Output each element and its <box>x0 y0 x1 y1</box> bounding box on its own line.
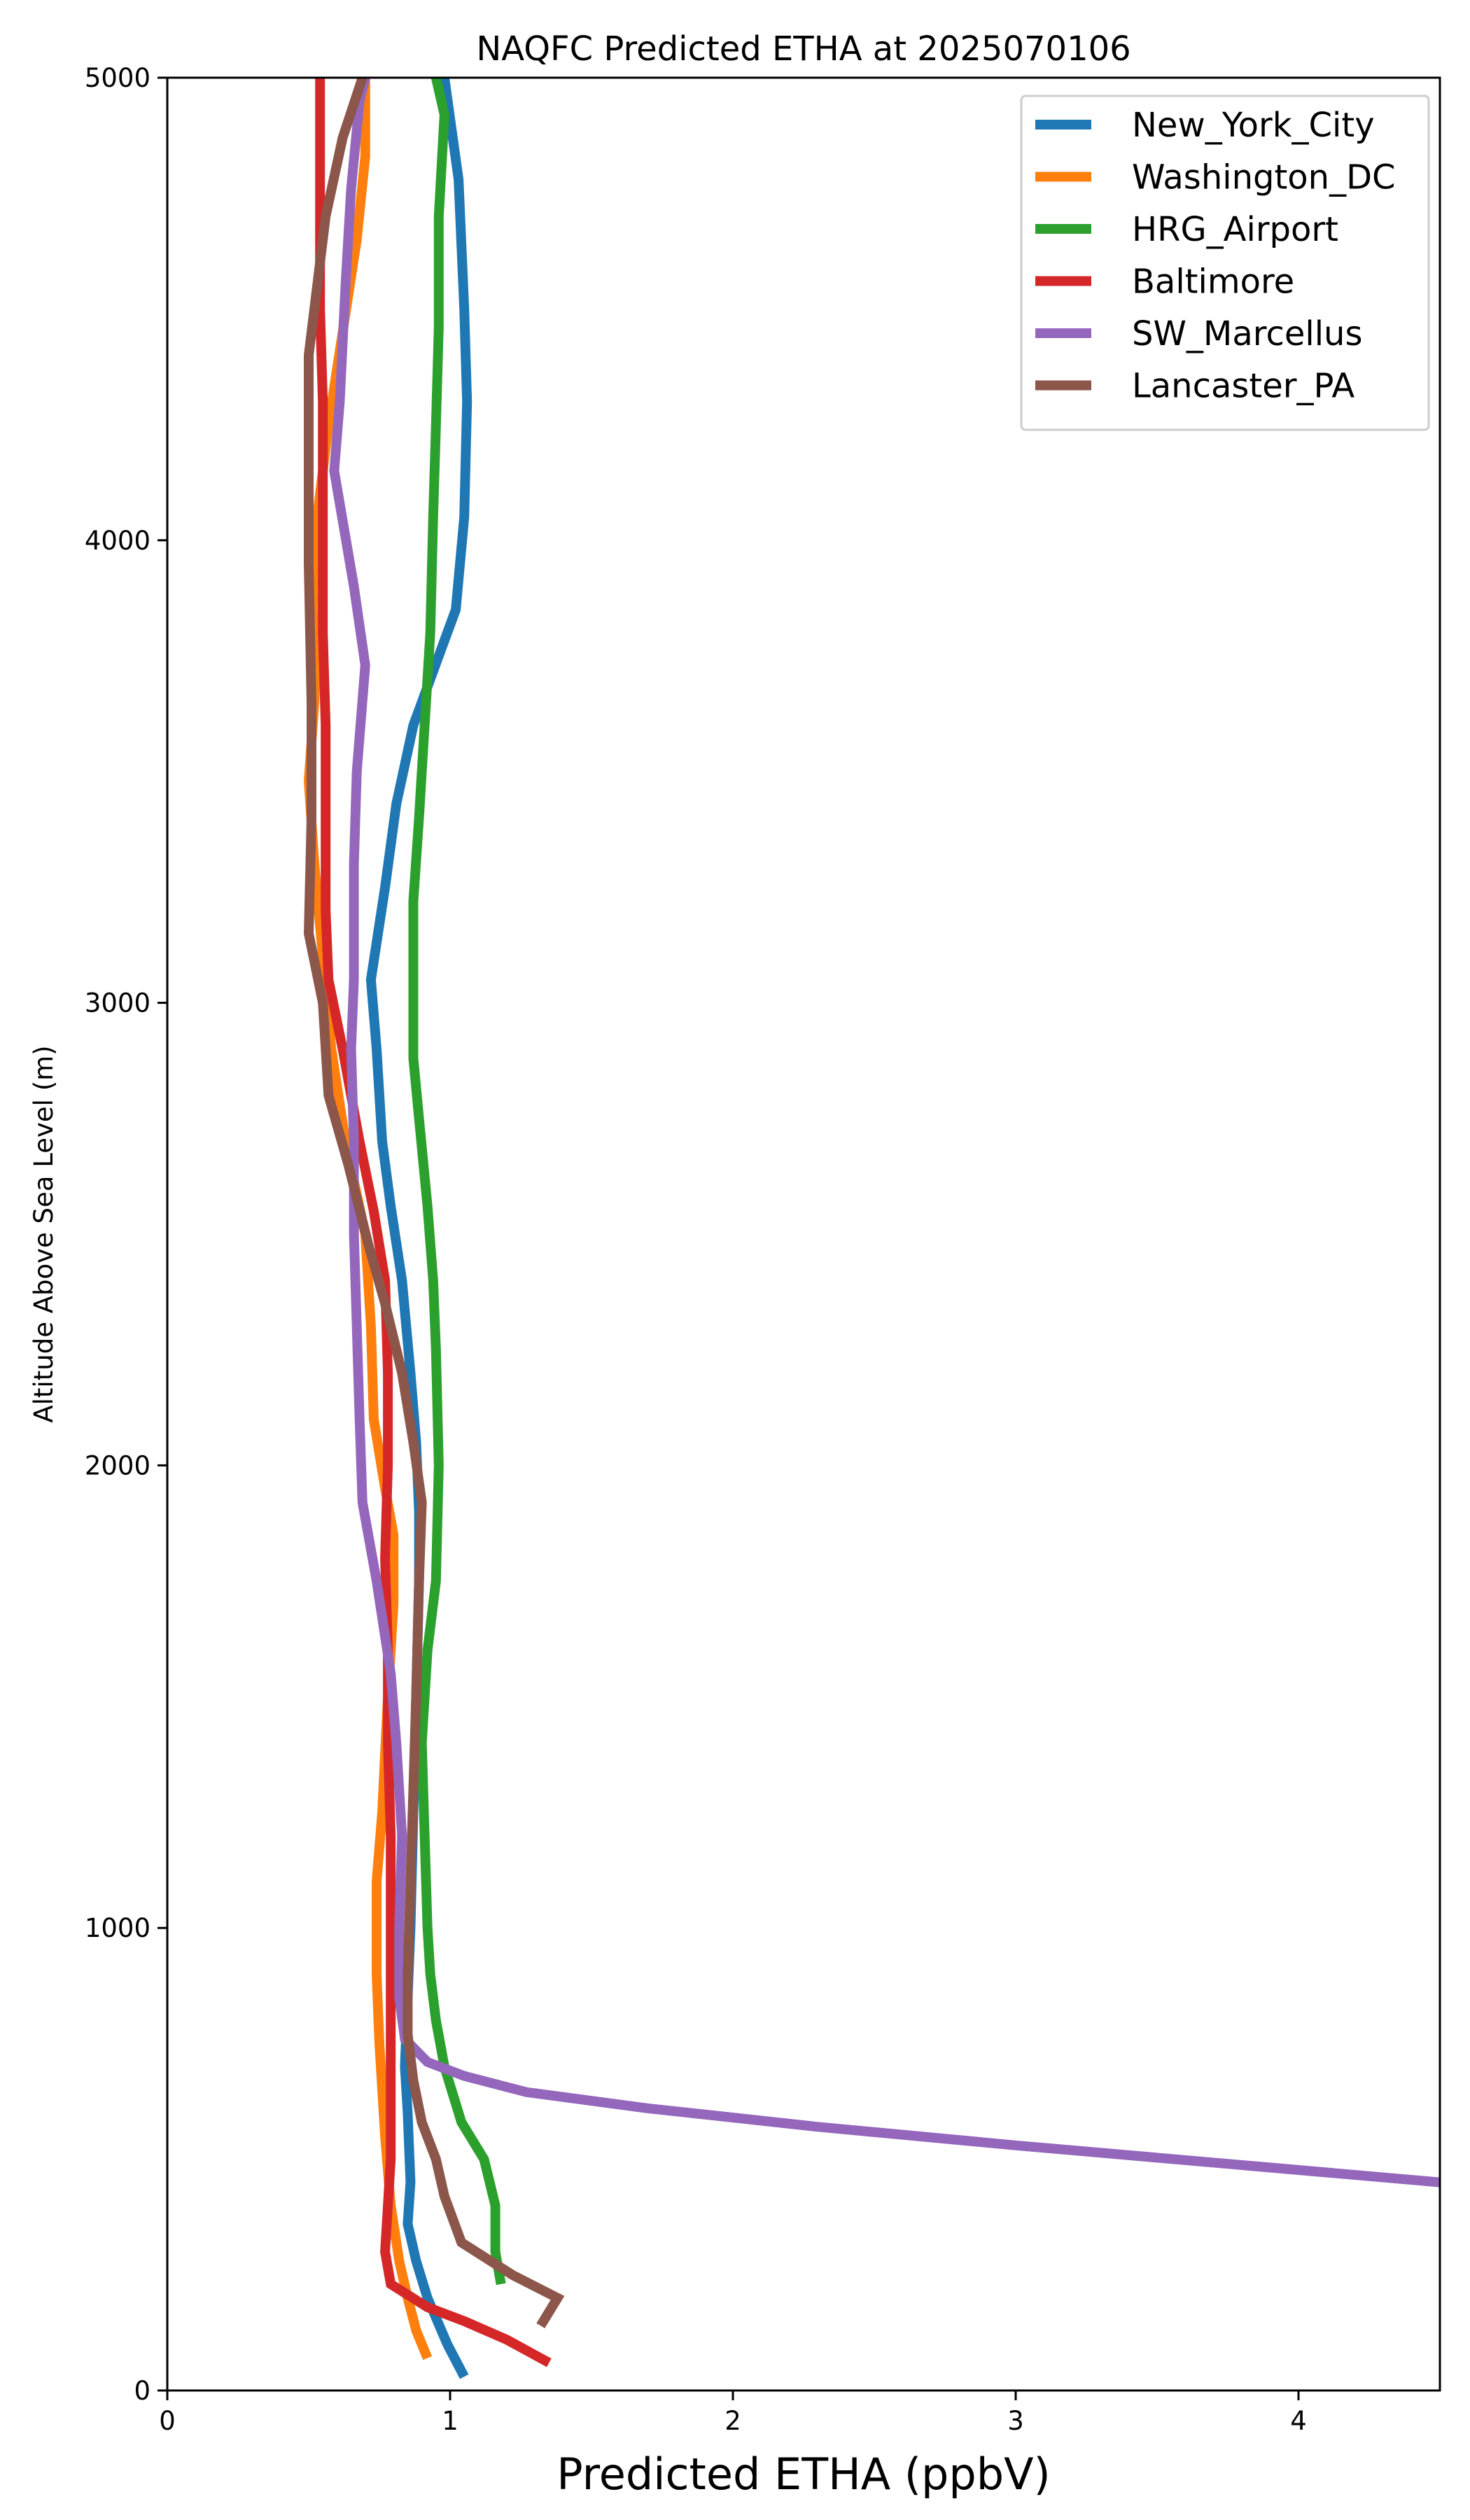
legend-label: Washington_DC <box>1132 158 1396 197</box>
series-line-baltimore <box>315 78 552 2367</box>
chart-title: NAQFC Predicted ETHA at 2025070106 <box>476 29 1130 69</box>
series-line-new-york-city <box>365 78 472 2379</box>
x-tick-label: 4 <box>1290 2406 1307 2436</box>
x-axis-label: Predicted ETHA (ppbV) <box>556 2449 1050 2500</box>
legend: New_York_City Washington_DC HRG_Airport Bal… <box>1020 94 1430 431</box>
y-tick-label: 2000 <box>85 1450 150 1480</box>
x-tick-label: 0 <box>159 2406 176 2436</box>
series-layer <box>303 78 1440 2379</box>
legend-label: New_York_City <box>1132 106 1375 145</box>
legend-label: Baltimore <box>1132 262 1294 302</box>
legend-label: SW_Marcellus <box>1132 314 1362 354</box>
x-tick-label: 3 <box>1007 2406 1024 2436</box>
y-axis: 0 1000 2000 3000 4000 5000 <box>85 63 167 2406</box>
series-line-lancaster-pa <box>303 78 565 2329</box>
legend-label: HRG_Airport <box>1132 210 1338 249</box>
x-axis: 0 1 2 3 4 <box>159 2390 1307 2436</box>
series-line-hrg-airport <box>408 78 506 2286</box>
y-tick-label: 5000 <box>85 63 150 93</box>
y-tick-label: 4000 <box>85 526 150 556</box>
y-tick-label: 1000 <box>85 1913 150 1943</box>
legend-box <box>1020 94 1430 431</box>
y-tick-label: 3000 <box>85 988 150 1018</box>
legend-label: Lancaster_PA <box>1132 367 1354 406</box>
y-tick-label: 0 <box>134 2376 150 2406</box>
x-tick-label: 2 <box>724 2406 741 2436</box>
y-axis-label: Altitude Above Sea Level (m) <box>29 1045 59 1422</box>
x-tick-label: 1 <box>442 2406 458 2436</box>
series-line-sw-marcellus <box>329 78 1440 2188</box>
plot-frame <box>166 76 1441 2392</box>
